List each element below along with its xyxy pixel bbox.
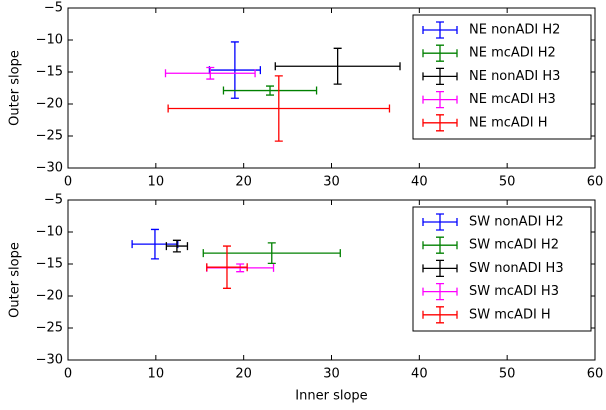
- y-error-bar: [222, 245, 231, 289]
- x-tick-label: 30: [323, 175, 340, 190]
- x-tick-label: 20: [235, 175, 252, 190]
- legend-label: NE nonADI H2: [469, 23, 560, 38]
- x-tick-label: 20: [235, 367, 252, 382]
- x-tick-label: 60: [587, 175, 604, 190]
- legend-label: SW mcADI H2: [469, 238, 559, 253]
- y-tick-label: −15: [36, 65, 63, 80]
- x-tick-label: 0: [64, 175, 72, 190]
- y-tick-label: −5: [44, 193, 63, 208]
- legend-label: NE mcADI H: [469, 115, 548, 130]
- x-axis-label: Inner slope: [295, 389, 367, 404]
- legend-label: SW nonADI H2: [469, 215, 564, 230]
- legend-icon: [422, 259, 458, 278]
- y-error-bar: [274, 75, 283, 142]
- y-error-bar: [266, 85, 275, 96]
- y-tick-label: −25: [36, 321, 63, 336]
- y-tick-label: −5: [44, 1, 63, 16]
- y-error-bar: [333, 47, 342, 85]
- x-tick-label: 0: [64, 367, 72, 382]
- legend-label: NE mcADI H2: [469, 46, 556, 61]
- y-error-bar: [230, 41, 239, 99]
- axes-frame: [67, 199, 596, 361]
- y-error-bar: [172, 239, 181, 253]
- legend-label: NE nonADI H3: [469, 69, 560, 84]
- legend-icon: [422, 44, 458, 62]
- legend-icon: [422, 213, 458, 231]
- legend-label: SW mcADI H3: [469, 284, 559, 299]
- y-tick-label: −30: [36, 161, 63, 176]
- y-axis-label: Outer slope: [8, 50, 23, 126]
- y-tick-label: −10: [36, 33, 63, 48]
- y-axis-label: Outer slope: [8, 242, 23, 318]
- y-error-bar: [150, 228, 159, 260]
- legend-icon: [422, 236, 458, 254]
- legend-icon: [422, 282, 458, 301]
- x-tick-label: 50: [499, 367, 516, 382]
- legend-label: SW nonADI H3: [469, 261, 564, 276]
- y-tick-label: −15: [36, 257, 63, 272]
- legend-label: NE mcADI H3: [469, 92, 556, 107]
- y-tick-label: −30: [36, 353, 63, 368]
- legend-icon: [422, 114, 458, 132]
- axes-frame: [67, 7, 596, 169]
- y-tick-label: −20: [36, 97, 63, 112]
- x-tick-label: 10: [148, 367, 165, 382]
- y-tick-label: −20: [36, 289, 63, 304]
- x-tick-label: 30: [323, 367, 340, 382]
- y-error-bar: [267, 242, 276, 265]
- legend-icon: [422, 67, 458, 86]
- y-tick-label: −10: [36, 225, 63, 240]
- y-error-bar: [206, 66, 215, 80]
- legend-icon: [422, 21, 458, 39]
- x-tick-label: 40: [411, 367, 428, 382]
- x-tick-label: 40: [411, 175, 428, 190]
- legend-icon: [422, 306, 458, 324]
- y-tick-label: −25: [36, 129, 63, 144]
- x-tick-label: 60: [587, 367, 604, 382]
- legend-icon: [422, 90, 458, 109]
- legend-box: [412, 14, 592, 140]
- x-tick-label: 50: [499, 175, 516, 190]
- x-tick-label: 10: [148, 175, 165, 190]
- legend-label: SW mcADI H: [469, 307, 551, 322]
